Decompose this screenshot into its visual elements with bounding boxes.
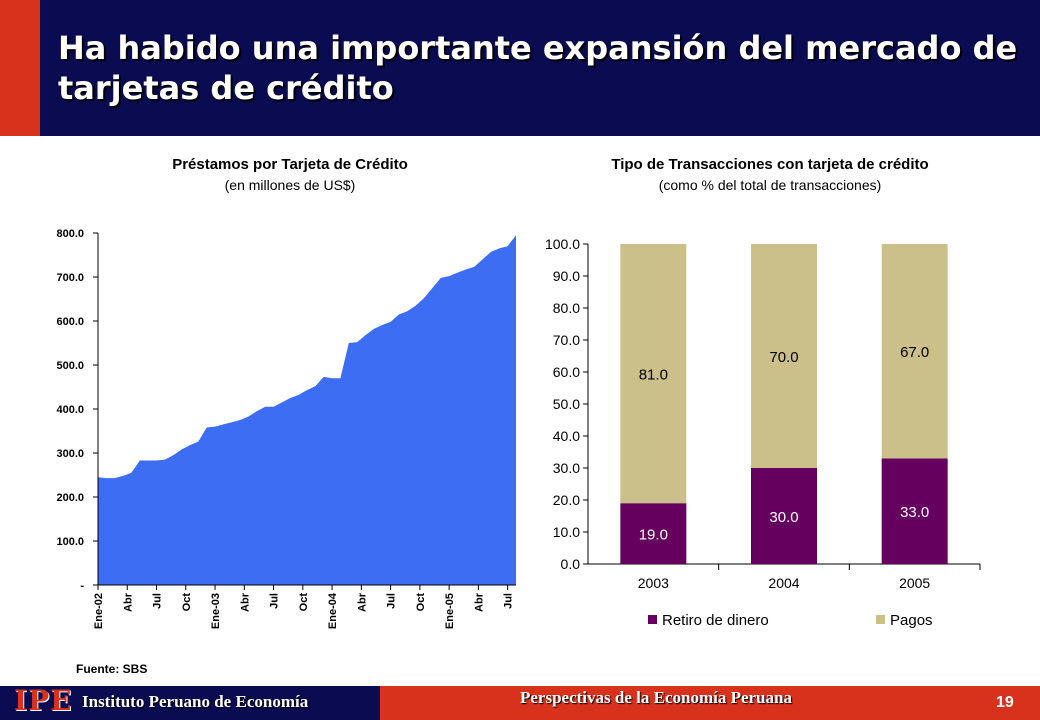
source-note: Fuente: SBS [76,662,148,676]
area-x-tick-label: Ene-05 [444,593,456,629]
bar-category-label: 2005 [899,575,930,591]
bar-segment-pagos [620,244,687,504]
area-y-tick-label: 700.0 [56,272,84,284]
area-x-tick-label: Abr [356,592,368,612]
title-banner [0,0,1040,136]
bar-chart-subtitle: (como % del total de transacciones) [658,177,882,193]
legend-swatch [648,615,657,624]
bar-segment-retiro [881,458,948,564]
area-x-tick-label: Jul [386,593,398,609]
bar-data-label: 70.0 [769,349,798,366]
area-y-tick-label: 200.0 [56,492,84,504]
bar-y-tick-label: 50.0 [553,396,580,412]
bar-y-tick-label: 0.0 [561,556,581,572]
title-accent-bar [0,0,40,136]
area-chart-title: Préstamos por Tarjeta de Crédito [172,156,408,173]
bar-chart-heading: Tipo de Transacciones con tarjeta de cré… [520,156,1020,193]
legend-label: Retiro de dinero [662,612,769,629]
bar-category-label: 2004 [768,575,799,591]
bar-y-tick-label: 20.0 [553,492,580,508]
area-y-tick-label: 600.0 [56,316,84,328]
slide-title: Ha habido una importante expansión del m… [58,29,1018,107]
area-y-tick-label: 400.0 [56,404,84,416]
area-x-tick-label: Oct [181,593,193,612]
bar-y-tick-label: 100.0 [545,236,580,252]
legend-swatch [876,615,885,624]
area-x-tick-label: Jul [152,593,164,609]
footer-institute-block [0,686,380,720]
area-x-tick-label: Jul [269,593,281,609]
area-x-tick-label: Abr [122,592,134,612]
area-y-tick-label: 500.0 [56,360,84,372]
bar-segment-pagos [751,244,817,468]
area-chart-subtitle: (en millones de US$) [224,177,356,193]
footer-publication-title: Perspectivas de la Economía Peruana [520,688,792,707]
bar-segment-pagos [881,244,948,459]
area-x-tick-label: Ene-03 [210,593,222,629]
area-x-tick-label: Ene-02 [93,593,105,629]
institute-name: Instituto Peruano de Economía [82,692,309,711]
area-y-tick-label: - [80,580,84,592]
legend-label: Pagos [890,612,933,629]
ipe-logo: IPE [14,684,73,717]
stacked-bar-chart: 0.0 10.0 20.0 30.0 40.0 50.0 60.0 70.0 80.0 90.0 1… [545,236,981,629]
area-x-tick-label: Oct [298,593,310,612]
area-x-tick-label: Abr [473,592,485,612]
area-x-tick-label: Jul [503,593,515,609]
bar-segment-retiro [620,503,687,564]
area-x-tick-label: Abr [239,592,251,612]
area-chart: - 100.0 200.0 300.0 400.0 500.0 600.0 700.0 800.… [56,228,516,629]
area-y-tick-label: 800.0 [56,228,84,240]
bar-data-label: 67.0 [900,344,929,361]
bar-y-tick-label: 30.0 [553,460,580,476]
area-x-tick-label: Ene-04 [327,592,339,629]
bar-chart-title: Tipo de Transacciones con tarjeta de cré… [611,156,929,173]
bar-data-label: 30.0 [769,509,798,526]
bar-data-label: 19.0 [639,527,668,544]
area-chart-heading: Préstamos por Tarjeta de Crédito (en mil… [40,156,540,193]
page-number: 19 [996,694,1014,711]
bar-category-label: 2003 [638,575,669,591]
area-y-tick-label: 100.0 [56,536,84,548]
bar-y-tick-label: 90.0 [553,268,580,284]
bar-y-tick-label: 80.0 [553,300,580,316]
bar-data-label: 81.0 [639,367,668,384]
area-x-tick-label: Oct [415,593,427,612]
bar-y-tick-label: 60.0 [553,364,580,380]
bar-y-tick-label: 10.0 [553,524,580,540]
area-series-loans [98,235,516,585]
bar-y-tick-label: 70.0 [553,332,580,348]
area-y-tick-label: 300.0 [56,448,84,460]
bar-y-tick-label: 40.0 [553,428,580,444]
bar-data-label: 33.0 [900,504,929,521]
bar-segment-retiro [751,468,817,564]
